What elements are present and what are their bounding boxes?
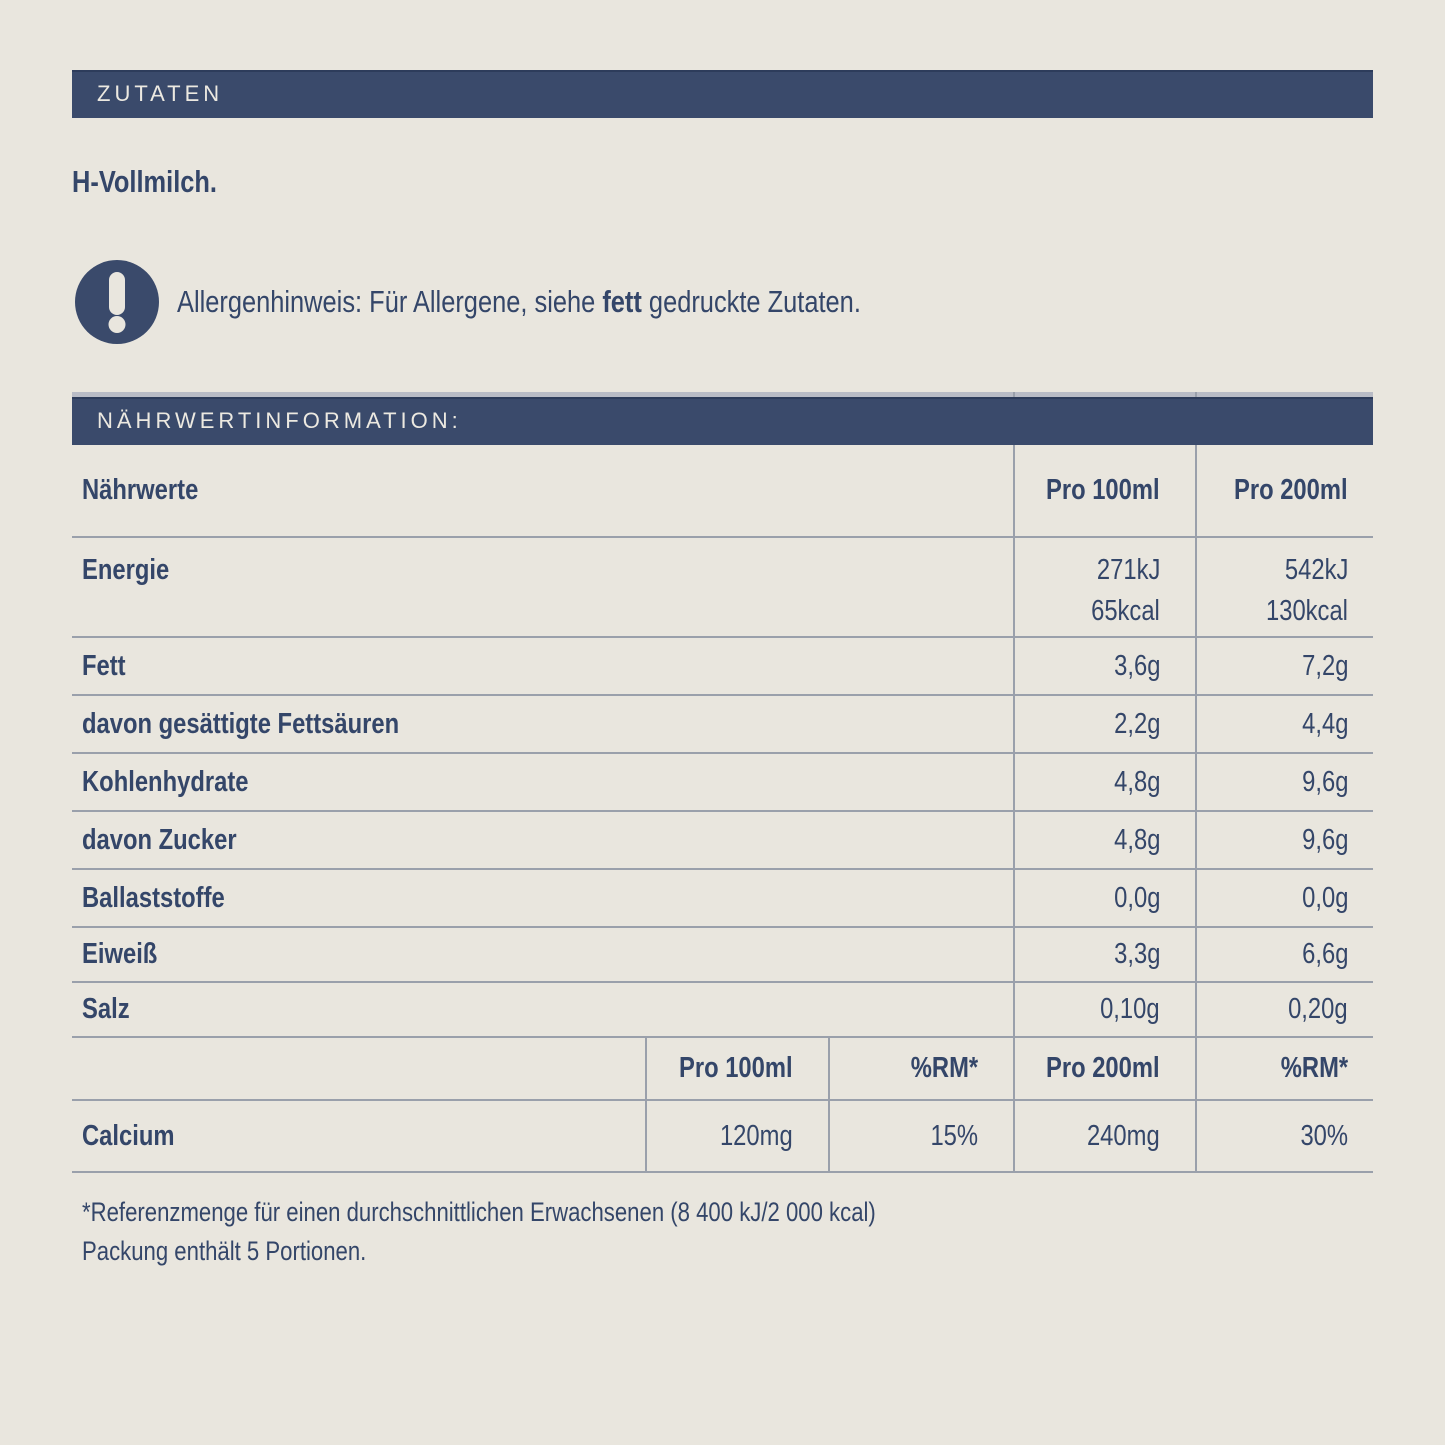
zutaten-header-bar: ZUTATEN [72, 70, 1373, 118]
column-header-per100: Pro 100ml [1046, 474, 1160, 506]
value-per100: 4,8g [1113, 823, 1160, 856]
table-header-row: Nährwerte Pro 100ml Pro 200ml [72, 445, 1373, 538]
footnote-reference-amount: *Referenzmenge für einen durchschnittlic… [82, 1197, 876, 1227]
allergen-text: Allergenhinweis: Für Allergene, siehe fe… [177, 284, 1011, 320]
row-label: Fett [82, 649, 126, 682]
column-header-nutrients: Nährwerte [82, 474, 199, 506]
value-per200: 9,6g [1301, 765, 1348, 798]
table-row-energie: Energie 271kJ 65kcal 542kJ 130kcal [72, 538, 1373, 638]
value-per200: 7,2g [1301, 649, 1348, 682]
column-divider [1195, 392, 1197, 1173]
row-label: davon Zucker [82, 823, 237, 856]
nutrition-header-bar: NÄHRWERTINFORMATION: [72, 397, 1373, 445]
value-per100: 0,10g [1100, 993, 1160, 1025]
value-per200: 0,20g [1288, 993, 1348, 1025]
row-label: Eiweiß [82, 938, 158, 970]
zutaten-title: ZUTATEN [97, 81, 224, 106]
nutrition-table: NÄHRWERTINFORMATION: Nährwerte Pro 100ml… [72, 392, 1373, 1173]
row-label: Calcium [82, 1119, 175, 1152]
value-rm200: 30% [1300, 1119, 1348, 1152]
value-per100: 3,6g [1113, 649, 1160, 682]
subheader-rm200: %RM* [1280, 1052, 1348, 1084]
row-label: davon gesättigte Fettsäuren [82, 707, 400, 740]
nutrition-title: NÄHRWERTINFORMATION: [97, 408, 462, 433]
product-name: H-Vollmilch. [72, 164, 217, 199]
value-per200-kcal: 130kcal [1266, 595, 1348, 627]
row-label: Energie [82, 554, 170, 586]
table-row-calcium: Calcium 120mg 15% 240mg 30% [72, 1101, 1373, 1173]
value-per200: 4,4g [1301, 707, 1348, 740]
value-per100: 3,3g [1113, 938, 1160, 970]
column-divider [1013, 392, 1015, 1173]
product-name-block: H-Vollmilch. [72, 164, 1373, 200]
value-per100: 120mg [720, 1119, 793, 1152]
value-per100: 2,2g [1113, 707, 1160, 740]
allergen-text-suffix: gedruckte Zutaten. [641, 284, 861, 319]
column-divider [828, 1038, 830, 1173]
value-per200: 9,6g [1301, 823, 1348, 856]
subheader-rm100: %RM* [910, 1052, 978, 1084]
table-row-kohlenhydrate: Kohlenhydrate 4,8g 9,6g [72, 754, 1373, 812]
table-subheader-row: Pro 100ml %RM* Pro 200ml %RM* [72, 1038, 1373, 1101]
table-row-gesaettigte-fettsaeuren: davon gesättigte Fettsäuren 2,2g 4,4g [72, 696, 1373, 754]
value-per200: 0,0g [1301, 881, 1348, 914]
value-per100: 0,0g [1113, 881, 1160, 914]
value-per100-kcal: 65kcal [1091, 595, 1160, 627]
value-rm100: 15% [930, 1119, 978, 1152]
exclamation-bar [109, 272, 125, 315]
value-per200: 6,6g [1301, 938, 1348, 970]
table-row-ballaststoffe: Ballaststoffe 0,0g 0,0g [72, 870, 1373, 928]
value-per100-kj: 271kJ [1096, 554, 1160, 586]
table-top-border [72, 392, 1373, 397]
footnotes: *Referenzmenge für einen durchschnittlic… [82, 1193, 1373, 1271]
subheader-per100: Pro 100ml [679, 1052, 793, 1084]
table-row-salz: Salz 0,10g 0,20g [72, 983, 1373, 1038]
allergen-notice: Allergenhinweis: Für Allergene, siehe fe… [75, 260, 1373, 344]
table-row-fett: Fett 3,6g 7,2g [72, 638, 1373, 696]
allergen-text-bold: fett [602, 284, 642, 319]
row-label: Salz [82, 993, 130, 1025]
value-per100: 4,8g [1113, 765, 1160, 798]
table-row-zucker: davon Zucker 4,8g 9,6g [72, 812, 1373, 870]
table-row-eiweiss: Eiweiß 3,3g 6,6g [72, 928, 1373, 983]
row-label: Ballaststoffe [82, 881, 225, 914]
allergen-text-prefix: Allergenhinweis: Für Allergene, siehe [177, 284, 603, 319]
row-label: Kohlenhydrate [82, 765, 249, 798]
exclamation-icon [75, 260, 159, 344]
exclamation-dot [108, 316, 126, 333]
column-divider [645, 1038, 647, 1173]
value-per200-kj: 542kJ [1284, 554, 1348, 586]
column-header-per200: Pro 200ml [1234, 474, 1348, 506]
footnote-portions: Packung enthält 5 Portionen. [82, 1236, 367, 1266]
value-per200: 240mg [1087, 1119, 1160, 1152]
subheader-per200: Pro 200ml [1046, 1052, 1160, 1084]
